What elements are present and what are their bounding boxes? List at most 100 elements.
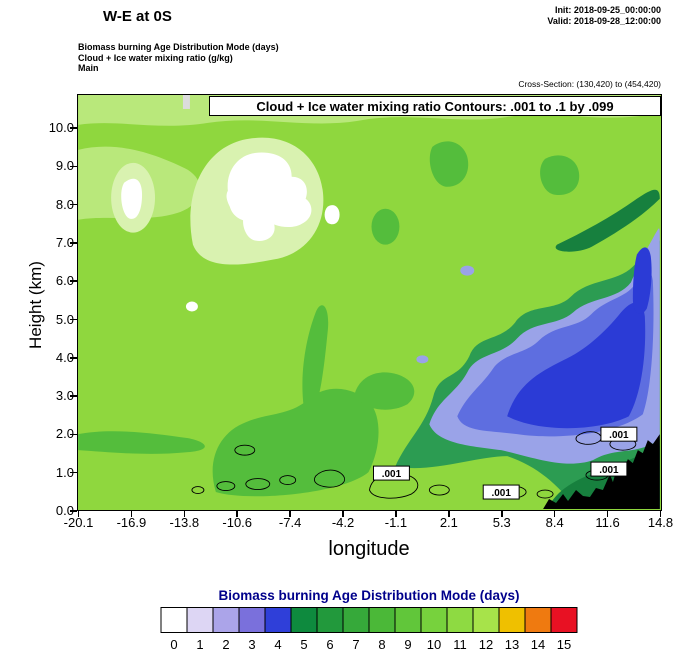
x-tick-label: -10.6 [222,515,253,530]
colorbar-swatch [186,607,214,633]
subtitle-domain: Main [78,63,99,73]
blue-plume-core-column [632,247,652,314]
x-tick-label: -7.4 [278,515,302,530]
y-tick-mark [70,318,77,321]
mid-green-top-cell [540,155,580,196]
colorbar-swatch [238,607,266,633]
mid-green-top-cell [429,141,469,187]
colorbar-tick-label: 13 [504,637,520,652]
subtitle-block: Biomass burning Age Distribution Mode (d… [78,42,279,74]
colorbar-tick-label: 10 [426,637,442,652]
y-tick-mark [70,357,77,359]
x-tick-mark [395,511,397,517]
plot-area: .001 .001 .001 .001 Cloud + Ice water mi… [77,94,662,511]
blue-speck [416,355,429,364]
x-tick-label: -13.8 [169,515,200,530]
x-tick-label: -4.2 [331,515,355,530]
colorbar-tick-label: 0 [170,637,178,652]
contour-label: .001 [491,488,511,499]
colorbar-tick-labels: 0 1 2 3 4 5 6 7 8 9 10 11 12 13 14 15 [161,637,577,652]
blue-plume-core [507,302,646,429]
y-tick-mark [70,280,77,282]
mid-green-left-band [78,431,205,454]
contour-note-box: Cloud + Ice water mixing ratio Contours:… [209,96,661,116]
x-tick-mark [183,511,186,517]
cross-section-field: .001 .001 .001 .001 [78,95,660,509]
colorbar-tick-label: 3 [248,637,256,652]
page-title: W-E at 0S [103,8,172,25]
x-axis-label: longitude [328,538,410,560]
run-info: Init: 2018-09-25_00:00:00 Valid: 2018-09… [547,5,661,27]
colorbar-swatch [420,607,448,633]
y-tick-mark [70,242,77,244]
init-time: Init: 2018-09-25_00:00:00 [554,5,661,15]
colorbar-swatch [264,607,292,633]
colorbar-title: Biomass burning Age Distribution Mode (d… [218,588,520,603]
contour-label: .001 [599,465,619,476]
y-tick-label: 6.0 [55,273,74,289]
y-tick-mark [70,510,77,512]
contour-label-box [600,426,638,442]
y-tick-mark [70,395,77,397]
colorbar-tick-label: 8 [378,637,386,652]
y-tick-mark [70,165,77,168]
blue-speck [460,265,475,276]
mid-green-blob [354,372,415,410]
contour-note-text: Cloud + Ice water mixing ratio Contours:… [256,98,614,114]
gray-notch [182,95,190,109]
colorbar-swatch [290,607,318,633]
contour-label-box [590,461,628,477]
x-tick-label: 2.1 [439,515,458,530]
valid-time: Valid: 2018-09-28_12:00:00 [547,16,661,26]
x-tick-mark [289,511,291,517]
y-tick-mark [70,433,77,436]
colorbar-tick-label: 6 [326,637,334,652]
x-tick-mark [553,511,556,517]
y-tick-mark [70,203,77,206]
contour-label-box [372,465,410,481]
mid-green-lower-blob [212,388,379,497]
mid-green-finger [302,305,329,407]
cloud-patch [121,178,143,219]
mid-green-streak [371,208,400,245]
contour-label-boxes: .001 .001 .001 .001 [372,426,638,500]
terrain-silhouette [543,434,660,509]
x-tick-mark [501,511,503,517]
colorbar-tick-label: 4 [274,637,282,652]
colorbar-swatch [524,607,552,633]
colorbar-swatch [342,607,370,633]
colorbar-swatch [498,607,526,633]
x-tick-label: 14.8 [647,515,674,530]
x-tick-label: 8.4 [545,515,564,530]
x-tick-mark [236,511,238,517]
colorbar-tick-label: 7 [352,637,360,652]
y-tick-label: 2.0 [55,426,74,442]
x-tick-mark [606,511,609,517]
subtitle-variable-fill: Biomass burning Age Distribution Mode (d… [78,42,279,52]
colorbar-tick-label: 5 [300,637,308,652]
colorbar [160,607,578,633]
y-tick-label: 10.0 [48,120,74,135]
y-tick-label: 5.0 [55,311,74,327]
y-axis-label: Height (km) [26,261,45,349]
colorbar-swatch [368,607,396,633]
colorbar-swatch [212,607,240,633]
contour-label: .001 [609,430,629,441]
x-tick-mark [77,511,80,517]
subtitle-variable-contour: Cloud + Ice water mixing ratio (g/kg) [78,52,233,63]
colorbar-swatch [394,607,422,633]
colorbar-swatch [316,607,344,633]
cloud-patch [185,301,198,312]
cloud-patch [243,210,275,241]
y-tick-label: 0.0 [55,503,74,518]
x-tick-label: -20.1 [63,515,94,530]
x-tick-mark [342,511,344,517]
colorbar-swatch [472,607,500,633]
y-tick-label: 1.0 [55,464,74,480]
cross-section-info: Cross-Section: (130,420) to (454,420) [518,79,661,89]
x-tick-mark [130,511,133,517]
colorbar-swatch [446,607,474,633]
colorbar-tick-label: 14 [530,637,546,652]
colorbar-tick-label: 9 [404,637,412,652]
